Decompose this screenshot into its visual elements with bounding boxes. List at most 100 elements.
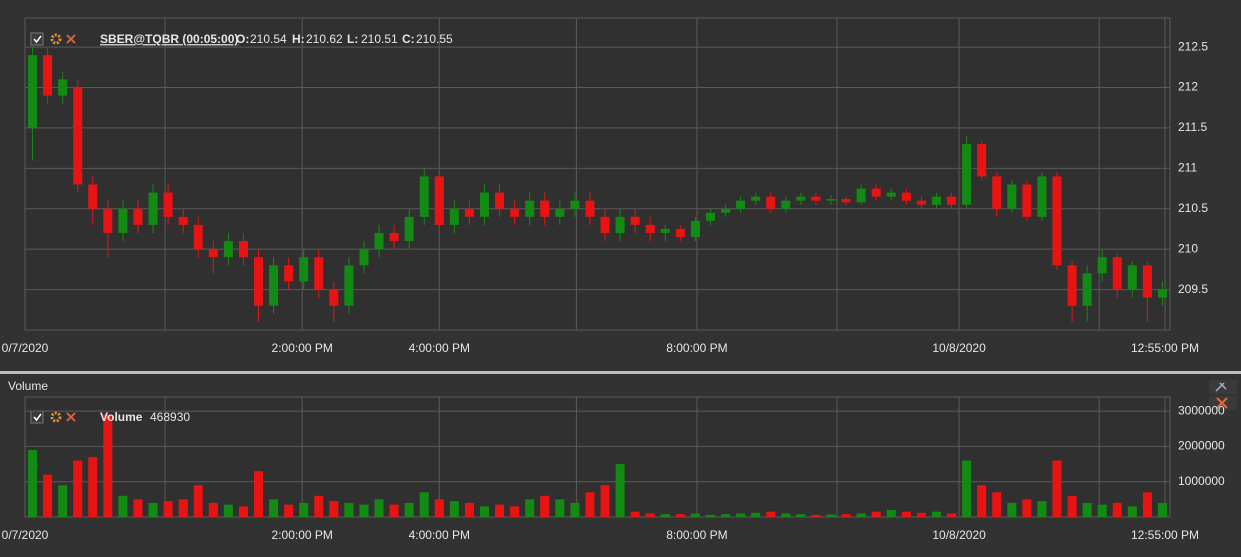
volume-bar bbox=[690, 513, 700, 517]
candle-body bbox=[193, 224, 203, 250]
candle-body bbox=[1082, 273, 1092, 306]
legend-value: 210.51 bbox=[361, 32, 398, 46]
candle-body bbox=[540, 200, 550, 217]
settings-gear[interactable] bbox=[50, 411, 62, 423]
candle-body bbox=[88, 184, 98, 209]
candle-body bbox=[329, 289, 339, 306]
visibility-checkbox[interactable] bbox=[30, 410, 44, 424]
volume-bar bbox=[389, 504, 399, 517]
volume-bar bbox=[660, 514, 670, 517]
volume-bar bbox=[1097, 504, 1107, 517]
candle-body bbox=[389, 233, 399, 242]
volume-bar bbox=[479, 506, 490, 517]
candle-body bbox=[1112, 257, 1122, 290]
volume-bar bbox=[28, 449, 38, 517]
candle-body bbox=[58, 79, 68, 96]
volume-bar bbox=[796, 514, 806, 517]
candle-body bbox=[781, 200, 791, 209]
candle-body bbox=[163, 192, 173, 217]
volume-bar bbox=[73, 460, 83, 517]
volume-bar bbox=[811, 514, 821, 517]
x-tick-label: 0/7/2020 bbox=[2, 528, 49, 542]
volume-bar bbox=[374, 499, 384, 517]
candle-body bbox=[916, 200, 926, 205]
legend-value: 468930 bbox=[150, 410, 190, 424]
candle-body bbox=[630, 216, 640, 225]
candle-body bbox=[736, 200, 746, 209]
candle-body bbox=[721, 208, 731, 213]
y-tick-label: 1000000 bbox=[1178, 474, 1225, 488]
candle-body bbox=[871, 188, 881, 197]
candle-body bbox=[1157, 289, 1167, 298]
candle-body bbox=[1142, 265, 1152, 298]
candle-body bbox=[1127, 265, 1137, 290]
candle-body bbox=[404, 216, 414, 242]
volume-bar bbox=[43, 474, 53, 517]
candle-body bbox=[464, 208, 474, 217]
close-panel-icon bbox=[1216, 397, 1228, 409]
volume-bar bbox=[314, 495, 324, 517]
candle-body bbox=[841, 199, 851, 203]
candle-body bbox=[811, 196, 821, 201]
volume-bar bbox=[962, 460, 972, 517]
remove-button[interactable] bbox=[66, 412, 76, 422]
candle-body bbox=[223, 241, 233, 258]
y-tick-label: 210 bbox=[1178, 241, 1198, 255]
volume-bar bbox=[841, 514, 851, 517]
visibility-checkbox[interactable] bbox=[30, 32, 44, 46]
volume-bar bbox=[977, 485, 987, 517]
legend-title: SBER@TQBR (00:05:00) bbox=[100, 32, 238, 46]
volume-bar bbox=[329, 501, 339, 517]
volume-bar bbox=[600, 485, 610, 517]
y-tick-label: 209.5 bbox=[1178, 282, 1208, 296]
volume-bar bbox=[555, 499, 565, 517]
volume-bar bbox=[404, 502, 414, 517]
volume-bar bbox=[1022, 499, 1032, 517]
settings-gear[interactable] bbox=[50, 33, 62, 45]
candle-body bbox=[103, 208, 113, 234]
candle-body bbox=[419, 176, 429, 217]
candle-body bbox=[510, 208, 520, 217]
remove-button[interactable] bbox=[66, 34, 76, 44]
volume-bar bbox=[766, 511, 776, 517]
candle-body bbox=[1052, 176, 1062, 266]
y-tick-label: 212.5 bbox=[1178, 39, 1208, 53]
candle-body bbox=[449, 208, 459, 225]
volume-bar bbox=[510, 506, 520, 517]
candle-body bbox=[254, 257, 264, 306]
volume-bar bbox=[1037, 501, 1047, 517]
panel-splitter[interactable] bbox=[0, 371, 1241, 374]
volume-bar bbox=[992, 492, 1002, 517]
candle-body bbox=[208, 249, 218, 258]
candle-body bbox=[856, 188, 866, 203]
candle-body bbox=[495, 192, 505, 209]
volume-bar bbox=[871, 511, 881, 517]
candle-body bbox=[43, 55, 53, 96]
legend-label: O: bbox=[236, 32, 249, 46]
volume-bar bbox=[1082, 502, 1092, 517]
check-mark bbox=[33, 35, 42, 44]
volume-bar bbox=[118, 495, 128, 517]
volume-bar bbox=[58, 485, 68, 517]
volume-bar bbox=[1052, 460, 1062, 517]
volume-bar bbox=[947, 513, 957, 517]
volume-bar bbox=[103, 414, 113, 517]
volume-bar bbox=[88, 457, 98, 517]
candle-body bbox=[28, 55, 38, 128]
candle-body bbox=[705, 212, 716, 221]
volume-bar bbox=[1127, 506, 1137, 517]
candle-body bbox=[344, 265, 354, 306]
candle-body bbox=[73, 87, 83, 185]
candle-body bbox=[826, 199, 836, 201]
x-tick-label: 10/8/2020 bbox=[932, 341, 986, 355]
candle-body bbox=[585, 200, 595, 217]
volume-bar bbox=[1067, 495, 1077, 517]
candle-body bbox=[178, 216, 188, 225]
y-tick-label: 212 bbox=[1178, 80, 1198, 94]
candle-body bbox=[931, 196, 941, 205]
candle-body bbox=[766, 196, 776, 209]
y-tick-label: 211.5 bbox=[1178, 120, 1207, 134]
volume-bar bbox=[540, 495, 550, 517]
candle-body bbox=[133, 208, 143, 225]
